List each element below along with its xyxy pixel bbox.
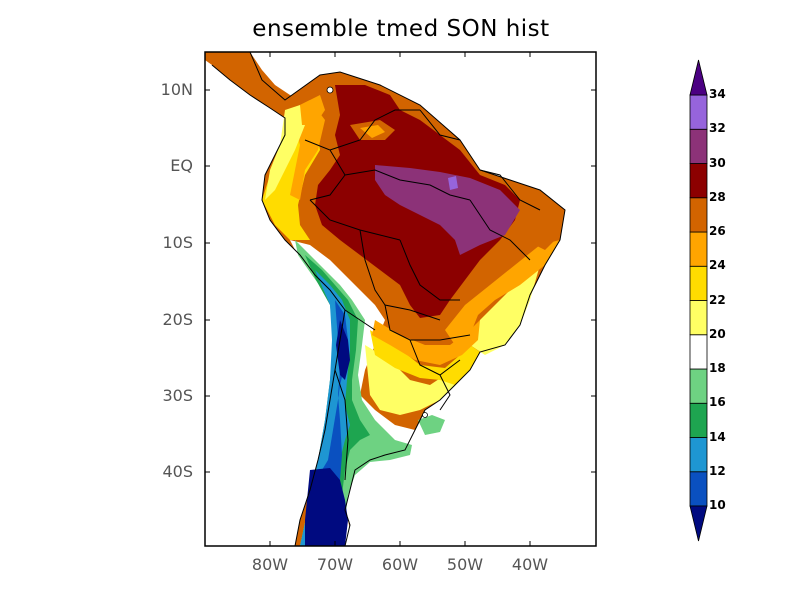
colorbar-label: 14 <box>709 429 726 444</box>
guiana-gold <box>360 125 385 138</box>
map-title: ensemble tmed SON hist <box>252 16 550 42</box>
patagonia-below-10 <box>305 468 348 546</box>
southern-cone-gold <box>370 330 480 385</box>
colorbar-label: 32 <box>709 121 726 136</box>
colorbar-label: 10 <box>709 498 726 512</box>
colorbar-bottom-arrow <box>689 505 708 542</box>
colorbar-swatch <box>689 402 708 438</box>
colorbar-label: 16 <box>709 395 726 410</box>
colombia-orange <box>300 95 325 125</box>
andes-below-10 <box>336 320 350 380</box>
lake-maracaibo <box>326 86 334 94</box>
southern-cone-orange <box>372 320 480 365</box>
lon-label: 40W <box>511 555 549 574</box>
lon-label: 50W <box>446 555 484 574</box>
colorbar-swatch <box>689 128 708 164</box>
colorbar-swatch <box>689 300 708 336</box>
interior-32-34 <box>448 176 458 190</box>
colombia-pale <box>265 105 305 200</box>
colorbar-swatch <box>689 231 708 267</box>
colorbar-top-arrow <box>689 59 708 96</box>
colorbar-label: 20 <box>709 326 726 341</box>
colorbar-swatch <box>689 163 708 199</box>
colorbar-label: 22 <box>709 292 726 307</box>
country-borders <box>205 52 566 546</box>
colorbar-swatch <box>689 197 708 233</box>
lon-label: 80W <box>251 555 289 574</box>
colorbar-label: 24 <box>709 258 726 273</box>
colorbar-label: 18 <box>709 361 726 375</box>
colorbar-swatch <box>689 368 708 404</box>
colorbar-label: 12 <box>709 463 726 478</box>
lat-label: 10S <box>162 233 193 252</box>
colorbar-label: 30 <box>709 155 726 170</box>
lat-label: 30S <box>162 386 193 405</box>
colorbar-swatch <box>689 471 708 507</box>
colorbar-swatch <box>689 437 708 473</box>
colorbar-swatch <box>689 94 708 130</box>
lon-label: 70W <box>316 555 354 574</box>
uruguay-green <box>418 415 445 435</box>
east-coast-warm <box>470 265 540 355</box>
east-coast-orange <box>445 240 560 345</box>
colorbar-label: 26 <box>709 224 726 238</box>
lat-label: 10N <box>160 80 193 99</box>
lat-label: 40S <box>162 462 193 481</box>
nordeste-orange <box>520 195 565 250</box>
colorbar-swatch <box>689 334 708 370</box>
lat-label: 20S <box>162 310 193 329</box>
interior-30-32 <box>375 165 520 255</box>
tick-marks <box>205 52 596 546</box>
lon-label: 60W <box>381 555 419 574</box>
map-field <box>205 52 596 546</box>
colorbar-label: 34 <box>709 87 726 101</box>
colorbar <box>689 59 708 542</box>
lat-label: EQ <box>170 156 193 175</box>
colorbar-label: 28 <box>709 189 726 204</box>
colorbar-swatch <box>689 265 708 301</box>
lake-patos <box>422 412 428 418</box>
